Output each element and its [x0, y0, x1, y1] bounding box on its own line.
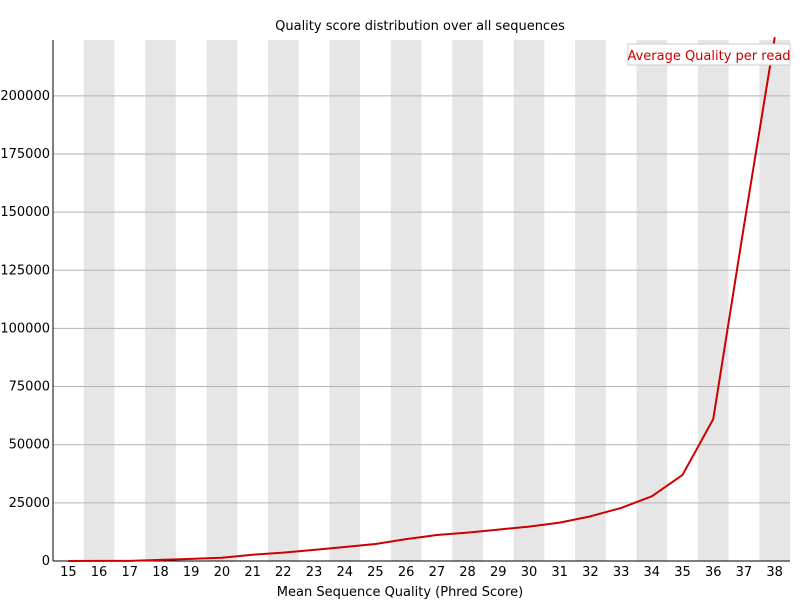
- data-point: [128, 560, 131, 562]
- data-point: [620, 507, 622, 509]
- x-tick-label: 29: [490, 565, 507, 580]
- gridlines: [53, 95, 790, 504]
- x-tick-label: 34: [644, 565, 661, 580]
- column-band: [206, 40, 238, 561]
- y-tick-label: 175000: [0, 147, 50, 162]
- x-tick-label: 38: [766, 565, 783, 580]
- y-tick-label: 25000: [9, 496, 50, 511]
- data-point: [221, 556, 223, 559]
- x-tick-label: 35: [674, 565, 691, 580]
- x-tick-label: 21: [244, 565, 261, 580]
- data-point: [712, 418, 715, 420]
- axes: [52, 40, 790, 562]
- y-tick-labels: 0 25000 50000 75000 100000 125000 150000 175000…: [0, 89, 50, 569]
- x-tick-label: 16: [91, 565, 108, 580]
- x-tick-label: 17: [121, 565, 138, 580]
- data-point: [67, 560, 70, 562]
- legend: Average Quality per read: [627, 43, 791, 66]
- data-point: [773, 36, 776, 39]
- column-band: [329, 40, 361, 561]
- y-tick-label: 75000: [9, 380, 50, 395]
- x-tick-label: 27: [429, 565, 446, 580]
- data-point: [98, 560, 100, 562]
- x-tick-labels: 15 16 17 18 19 20 21 22 23 24 25 26 27 28 29 30 31 32 33 34…: [60, 565, 783, 580]
- x-tick-label: 36: [705, 565, 722, 580]
- x-tick-label: 20: [214, 565, 231, 580]
- y-tick-label: 125000: [0, 263, 50, 278]
- data-point: [282, 551, 285, 554]
- series-lines: [67, 36, 776, 562]
- data-point: [681, 474, 684, 476]
- data-point: [743, 225, 745, 227]
- x-tick-label: 28: [459, 565, 476, 580]
- column-band: [83, 40, 115, 561]
- x-tick-label: 19: [183, 565, 200, 580]
- x-tick-label: 22: [275, 565, 292, 580]
- x-axis-label: Mean Sequence Quality (Phred Score): [277, 585, 523, 600]
- chart-title: Quality score distribution over all sequ…: [275, 19, 565, 34]
- data-point: [374, 543, 377, 545]
- y-tick-label: 100000: [0, 321, 50, 336]
- data-point: [343, 546, 346, 548]
- data-point: [159, 559, 162, 561]
- y-tick-label: 0: [42, 554, 50, 569]
- series-line: [68, 37, 776, 562]
- x-tick-label: 33: [613, 565, 630, 580]
- data-point: [589, 515, 592, 518]
- column-bands: [83, 40, 790, 561]
- column-band: [390, 40, 422, 561]
- data-point: [558, 521, 561, 524]
- y-tick-label: 50000: [9, 438, 50, 453]
- column-band: [513, 40, 545, 561]
- column-band: [452, 40, 483, 561]
- column-band: [575, 40, 606, 561]
- x-tick-label: 18: [152, 565, 169, 580]
- data-point: [651, 495, 653, 498]
- data-point: [251, 553, 254, 556]
- x-tick-label: 32: [582, 565, 599, 580]
- x-tick-label: 31: [551, 565, 568, 580]
- x-tick-label: 25: [367, 565, 384, 580]
- x-tick-label: 26: [398, 565, 415, 580]
- x-tick-label: 37: [736, 565, 753, 580]
- column-band: [145, 40, 176, 561]
- x-tick-label: 24: [336, 565, 353, 580]
- column-band: [636, 40, 668, 561]
- data-point: [466, 531, 469, 534]
- x-tick-label: 30: [521, 565, 538, 580]
- column-band: [267, 40, 299, 561]
- data-point: [497, 528, 500, 531]
- data-point: [436, 534, 438, 536]
- y-tick-label: 200000: [0, 89, 50, 104]
- column-band: [759, 40, 790, 561]
- x-tick-label: 23: [306, 565, 323, 580]
- x-tick-label: 15: [60, 565, 77, 580]
- column-band: [697, 40, 729, 561]
- legend-label: Average Quality per read: [627, 49, 790, 64]
- data-point: [190, 558, 192, 560]
- data-point: [405, 538, 407, 540]
- legend-box: [627, 43, 791, 66]
- data-point: [313, 549, 315, 551]
- data-point: [528, 525, 530, 528]
- y-tick-label: 150000: [0, 205, 50, 220]
